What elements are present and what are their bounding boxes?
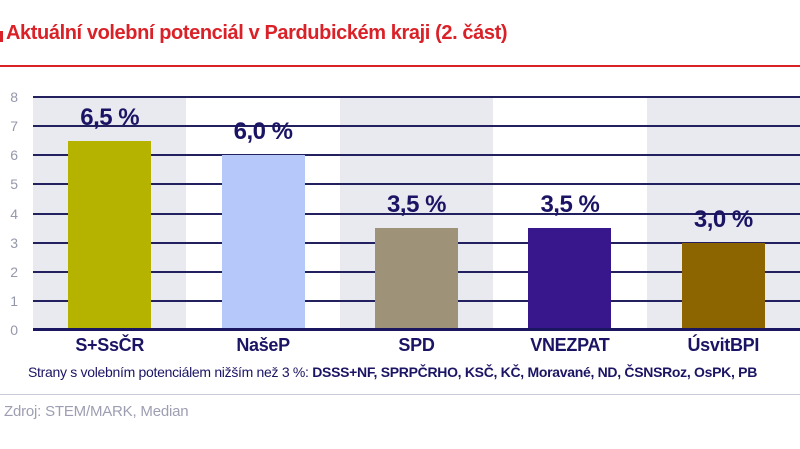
category-label-SPD: SPD — [398, 335, 435, 355]
gridline-7 — [33, 125, 800, 128]
y-tick-6: 6 — [10, 147, 18, 164]
gridline-8 — [33, 96, 800, 98]
y-tick-1: 1 — [10, 292, 18, 309]
y-tick-5: 5 — [10, 176, 18, 193]
y-tick-0: 0 — [10, 322, 18, 338]
footnote-prefix: Strany s volebním potenciálem nižším než… — [28, 364, 313, 380]
bar-S+SsČR — [68, 140, 152, 330]
y-tick-7: 7 — [10, 118, 18, 135]
corner-red-fragment — [0, 31, 3, 42]
value-label-VNEZPAT: 3,5 % — [540, 191, 600, 219]
gridline-6 — [33, 154, 800, 157]
value-label-NašeP: 6,0 % — [233, 118, 293, 146]
y-tick-3: 3 — [10, 234, 18, 251]
value-label-ÚsvitBPI: 3,0 % — [693, 205, 753, 233]
category-label-NašeP: NašeP — [236, 335, 290, 355]
category-label-ÚsvitBPI: ÚsvitBPI — [687, 335, 760, 355]
category-label-VNEZPAT: VNEZPAT — [530, 335, 610, 355]
bar-SPD — [375, 228, 458, 330]
footer-divider — [0, 394, 800, 395]
bar-NašeP — [221, 155, 305, 330]
footnote: Strany s volebním potenciálem nižším než… — [28, 364, 800, 380]
category-label-S+SsČR: S+SsČR — [75, 335, 145, 355]
page-title: Aktuální volební potenciál v Pardubickém… — [6, 22, 508, 44]
footnote-parties: DSSS+NF, SPRPČRHO, KSČ, KČ, Moravané, ND… — [312, 364, 758, 380]
gridline-4 — [33, 212, 800, 215]
y-tick-2: 2 — [10, 263, 18, 280]
y-axis: 0 1 2 3 4 5 6 7 8 — [0, 90, 33, 337]
title-rule — [0, 65, 800, 67]
bar-VNEZPAT — [528, 228, 612, 330]
x-axis-labels: S+SsČR NašeP SPD VNEZPAT ÚsvitBPI — [33, 335, 800, 358]
bar-ÚsvitBPI — [681, 242, 765, 330]
gridline-5 — [33, 183, 800, 186]
source-credit: Zdroj: STEM/MARK, Median — [4, 403, 189, 420]
y-tick-8: 8 — [10, 89, 18, 105]
y-tick-4: 4 — [10, 205, 18, 222]
x-axis-line — [33, 328, 800, 331]
plot-area: 6,5 % 6,0 % 3,5 % 3,5 % 3,0 % — [33, 96, 800, 331]
value-label-S+SsČR: 6,5 % — [80, 103, 140, 131]
value-label-SPD: 3,5 % — [387, 191, 446, 219]
